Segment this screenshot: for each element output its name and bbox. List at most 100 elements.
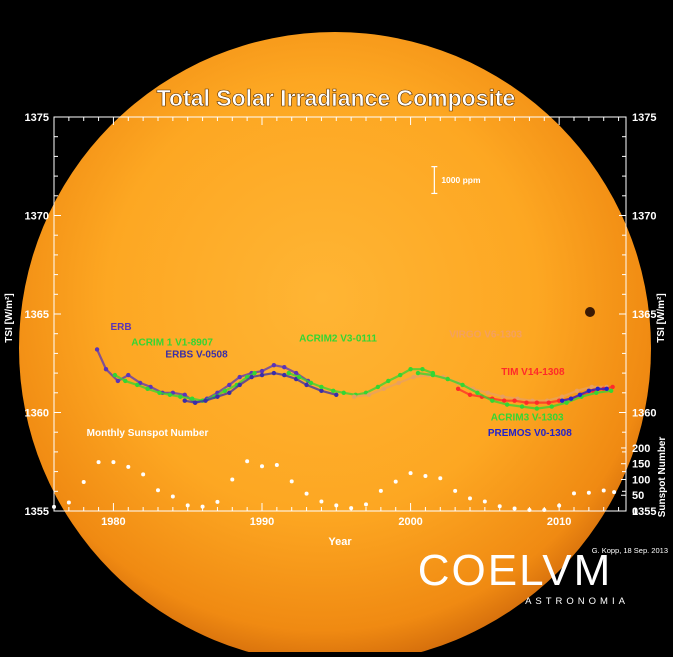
series-point [604, 386, 609, 392]
sunspot-point [408, 471, 413, 476]
y-axis-label-right: TSI [W/m²] [656, 293, 667, 342]
series-point [259, 372, 265, 378]
series-3 [286, 366, 436, 397]
sunspot-point [349, 506, 354, 511]
y-tick-label-left: 1375 [25, 112, 49, 124]
series-point [203, 398, 208, 403]
series-point [94, 347, 100, 352]
series-point [123, 378, 128, 384]
series-point [366, 392, 372, 397]
sunspot-point [304, 491, 309, 496]
series-7 [559, 386, 609, 403]
sunspot-point [66, 500, 71, 505]
sunspot-point [156, 488, 160, 493]
sunspot-point [81, 480, 86, 485]
y-tick-label-left: 1355 [25, 506, 49, 518]
series-point [189, 396, 195, 401]
scale-bar-label: 1000 ppm [441, 175, 481, 185]
series-label: PREMOS V0-1308 [488, 428, 572, 439]
sunspot-point [601, 488, 606, 493]
y-tick-label-right: 1365 [632, 309, 656, 321]
y-axis-left: 1355 1360 1365 1370 1375 [25, 112, 61, 518]
series-point [252, 370, 257, 376]
series-label: VIRGO V6-1303 [449, 330, 522, 341]
sunspot-point [111, 460, 116, 465]
sunspot-point [260, 464, 264, 469]
series-point [182, 398, 187, 403]
sunspot-point [572, 491, 576, 496]
y-tick-label-left: 1365 [25, 309, 49, 321]
series-point [167, 392, 173, 397]
x-tick-label: 1990 [250, 516, 274, 528]
series-point [237, 382, 242, 388]
series-label: ACRIM 1 V1-8907 [131, 338, 213, 349]
series-point [595, 386, 600, 392]
sunspot-point [378, 488, 383, 493]
sunspot-tick-label: 100 [632, 474, 650, 486]
coelvm-logo: COELVM ASTRONOMIA [418, 546, 625, 607]
y-tick-label-right: 1355 [632, 506, 656, 518]
series-point [227, 382, 232, 388]
sunspot-point [557, 503, 562, 508]
sun-disk-image [19, 32, 651, 657]
series-point [524, 400, 529, 405]
series-point [103, 366, 109, 372]
series-point [249, 374, 254, 380]
sunspot-point [185, 503, 190, 508]
series-point [420, 366, 425, 372]
series-point [135, 382, 140, 388]
series-point [475, 390, 480, 395]
series-point [178, 394, 183, 399]
sunspot-point [393, 479, 398, 484]
series-label: ACRIM3 V-1303 [491, 412, 564, 423]
sunspot-point [497, 504, 502, 509]
series-point [282, 372, 287, 378]
series-point [577, 392, 583, 397]
sunspot-point [215, 499, 220, 504]
series-point [396, 380, 401, 386]
scale-bar: 1000 ppm [431, 166, 481, 195]
y-tick-label-right: 1360 [632, 408, 656, 420]
sunspot-point [423, 474, 428, 479]
series-point [430, 372, 436, 378]
y-axis-right: 1355 1360 1365 1370 1375 [619, 112, 656, 518]
series-point [334, 392, 339, 397]
series-point [271, 370, 277, 376]
series-point [589, 384, 595, 390]
sunspot-point [334, 503, 339, 508]
series-point [222, 388, 228, 394]
sunspot-point [170, 494, 175, 499]
series-line [353, 373, 607, 402]
sunspot-point [319, 499, 324, 504]
series-point [319, 388, 324, 394]
series-point [501, 398, 507, 403]
series-label: ERBS V-0508 [165, 349, 228, 360]
series-point [519, 404, 525, 409]
sunspot-axis: 0 50 100 150 200 [621, 443, 650, 518]
series-point [271, 363, 277, 368]
x-tick-label: 1980 [101, 516, 125, 528]
series-label: TIM V14-1308 [501, 367, 565, 378]
y-tick-label-right: 1370 [632, 211, 656, 223]
sunspot-point [289, 479, 294, 484]
sunspot-tick-label: 50 [632, 490, 644, 502]
series-point [237, 374, 242, 380]
sunspot-point [230, 477, 235, 482]
chart-title: Total Solar Irradiance Composite [157, 85, 516, 111]
series-point [192, 400, 198, 405]
y-tick-label-left: 1360 [25, 408, 49, 420]
series-point [182, 392, 187, 397]
series-point [500, 394, 505, 399]
series-point [126, 372, 131, 378]
series-point [549, 404, 554, 409]
series-point [411, 374, 416, 380]
series-point [467, 392, 473, 397]
sunspot-tick-label: 150 [632, 459, 650, 471]
series-line [417, 372, 612, 410]
sunspot-point [527, 508, 532, 513]
series-6 [415, 370, 614, 411]
series-point [215, 394, 220, 399]
series-point [341, 390, 346, 395]
